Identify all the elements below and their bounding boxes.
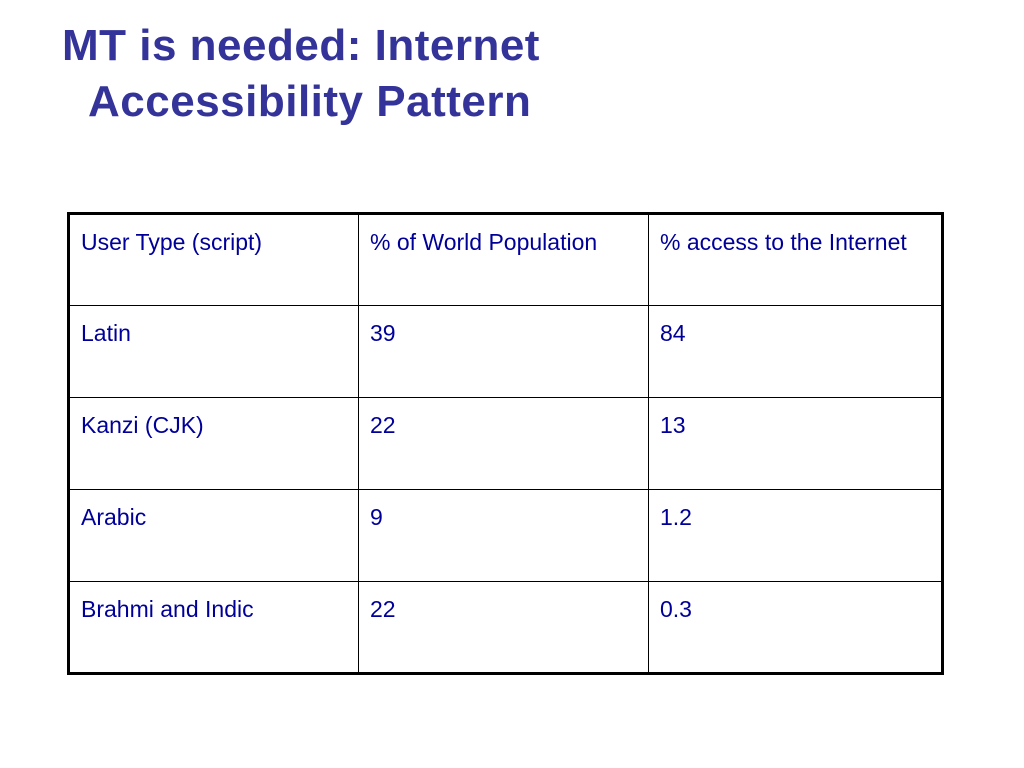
table-container: User Type (script) % of World Population… (67, 212, 944, 675)
table-row: Latin 39 84 (68, 305, 943, 398)
data-table: User Type (script) % of World Population… (67, 212, 944, 675)
cell-user-type: Latin (68, 305, 359, 398)
cell-internet-access: 1.2 (648, 489, 943, 582)
slide-title-line-1: MT is needed: Internet (62, 21, 540, 70)
cell-user-type: Kanzi (CJK) (68, 397, 359, 490)
table-row: Kanzi (CJK) 22 13 (68, 397, 943, 490)
table-row: Brahmi and Indic 22 0.3 (68, 581, 943, 674)
header-internet-access: % access to the Internet (648, 213, 943, 306)
table-row: Arabic 9 1.2 (68, 489, 943, 582)
slide-title-line-2: Accessibility Pattern (88, 77, 532, 126)
cell-world-population: 9 (358, 489, 649, 582)
cell-world-population: 22 (358, 397, 649, 490)
cell-internet-access: 0.3 (648, 581, 943, 674)
cell-user-type: Arabic (68, 489, 359, 582)
cell-world-population: 39 (358, 305, 649, 398)
header-world-population: % of World Population (358, 213, 649, 306)
table-header-row: User Type (script) % of World Population… (68, 213, 943, 306)
cell-internet-access: 13 (648, 397, 943, 490)
cell-internet-access: 84 (648, 305, 943, 398)
slide-title: MT is needed: Internet Accessibility Pat… (62, 18, 962, 130)
cell-world-population: 22 (358, 581, 649, 674)
header-user-type: User Type (script) (68, 213, 359, 306)
cell-user-type: Brahmi and Indic (68, 581, 359, 674)
